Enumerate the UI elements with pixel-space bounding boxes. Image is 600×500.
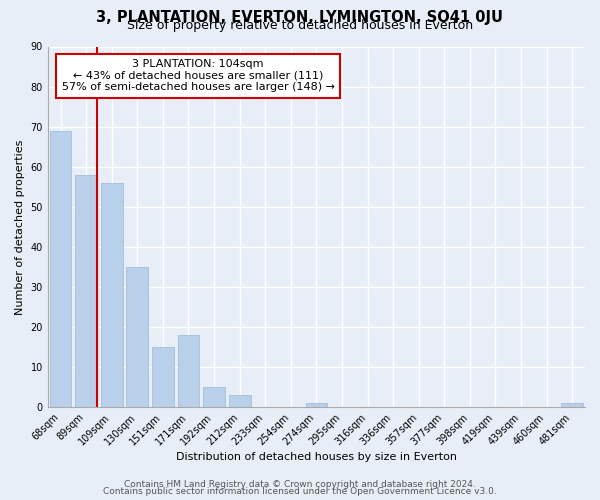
Y-axis label: Number of detached properties: Number of detached properties [15, 139, 25, 314]
Text: 3, PLANTATION, EVERTON, LYMINGTON, SO41 0JU: 3, PLANTATION, EVERTON, LYMINGTON, SO41 … [97, 10, 503, 25]
Text: Size of property relative to detached houses in Everton: Size of property relative to detached ho… [127, 19, 473, 32]
Bar [152, 347, 174, 407]
Bar [127, 267, 148, 407]
Text: Contains HM Land Registry data © Crown copyright and database right 2024.: Contains HM Land Registry data © Crown c… [124, 480, 476, 489]
Bar [229, 395, 251, 407]
X-axis label: Distribution of detached houses by size in Everton: Distribution of detached houses by size … [176, 452, 457, 462]
Text: 3 PLANTATION: 104sqm
← 43% of detached houses are smaller (111)
57% of semi-deta: 3 PLANTATION: 104sqm ← 43% of detached h… [62, 59, 335, 92]
Bar [50, 130, 71, 407]
Bar [562, 403, 583, 407]
Bar [75, 174, 97, 407]
Text: Contains public sector information licensed under the Open Government Licence v3: Contains public sector information licen… [103, 487, 497, 496]
Bar [101, 183, 122, 407]
Bar [178, 335, 199, 407]
Bar [305, 403, 327, 407]
Bar [203, 387, 225, 407]
